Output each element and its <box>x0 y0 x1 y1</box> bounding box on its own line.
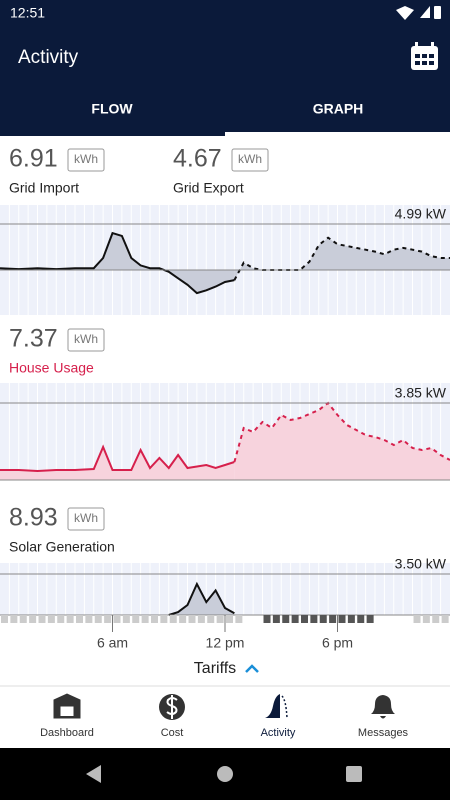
cost-glyph <box>166 695 178 719</box>
tariff-segment <box>122 615 130 623</box>
tariff-segment <box>104 615 112 623</box>
metric-value: 7.37 <box>9 325 58 353</box>
tariff-segment <box>235 615 243 623</box>
area <box>0 447 235 480</box>
chevron-up <box>245 664 259 673</box>
area <box>0 233 235 294</box>
tab-indicator <box>225 132 450 136</box>
tariff-segment <box>85 615 93 623</box>
tariff-segment <box>347 615 355 623</box>
tariff-segment <box>432 615 440 623</box>
calendar-button[interactable] <box>411 42 438 70</box>
unit-box <box>67 148 105 172</box>
nav-label[interactable]: Dashboard <box>40 727 94 739</box>
tariff-segment <box>226 615 233 623</box>
x-tick-label: 6 am <box>97 635 128 651</box>
tariff-segment <box>216 615 224 623</box>
metric-unit: kWh <box>238 152 262 166</box>
tariff-segment <box>179 615 187 623</box>
tariff-segment <box>197 615 205 623</box>
recents-button[interactable] <box>346 766 362 782</box>
metric-unit: kWh <box>74 511 98 525</box>
tariff-segment <box>207 615 215 623</box>
tariff-segment <box>57 615 65 623</box>
tariff-segment <box>38 615 46 623</box>
tariff-segment <box>319 615 327 623</box>
tariff-segment <box>94 615 102 623</box>
tariff-segment <box>160 615 168 623</box>
unit-box <box>67 328 105 352</box>
line <box>0 231 235 295</box>
chart: 3.50 kW <box>0 556 450 616</box>
tariff-segment <box>413 615 421 623</box>
metric-unit: kWh <box>74 332 98 346</box>
tariff-segment <box>29 615 37 623</box>
app-title: Activity <box>18 47 79 68</box>
y-tick-label: 4.99 kW <box>395 206 447 222</box>
metric-label: House Usage <box>9 360 94 376</box>
tariff-segment <box>169 615 177 623</box>
metric-value: 4.67 <box>173 145 222 173</box>
header-bg <box>0 0 450 136</box>
tariff-segment <box>357 615 365 623</box>
activity-icon <box>265 694 280 718</box>
tariff-segment <box>329 615 337 623</box>
tariff-segment <box>141 615 149 623</box>
tariff-segment <box>10 615 18 623</box>
tariff-segment <box>76 615 83 623</box>
x-tick-label: 12 pm <box>206 635 245 651</box>
metric-label: Grid Import <box>9 180 79 196</box>
y-tick-label: 3.50 kW <box>395 556 447 572</box>
tariff-segment <box>301 615 308 623</box>
tab[interactable]: FLOW <box>91 101 133 117</box>
clock: 12:51 <box>10 5 45 21</box>
tariff-segment <box>291 615 299 623</box>
tariff-segment <box>19 615 27 623</box>
tariff-segment <box>66 615 74 623</box>
tariffs-toggle[interactable]: Tariffs <box>194 660 236 677</box>
tariff-segment <box>272 615 280 623</box>
tariff-segment <box>282 615 290 623</box>
line <box>0 444 235 473</box>
metric-value: 6.91 <box>9 145 58 173</box>
metric-label: Grid Export <box>173 180 244 196</box>
chart: 4.99 kW <box>0 205 450 315</box>
unit-box <box>67 507 105 531</box>
chart: 3.85 kW <box>0 383 450 481</box>
messages-icon <box>371 695 395 719</box>
tariff-segment <box>263 615 271 623</box>
back-button[interactable] <box>86 765 101 783</box>
tariff-segment <box>441 615 449 623</box>
nav-label[interactable]: Cost <box>161 727 184 739</box>
line <box>168 581 235 616</box>
tariff-segment <box>47 615 55 623</box>
nav-label[interactable]: Messages <box>358 727 409 739</box>
x-tick-label: 6 pm <box>322 635 353 651</box>
tariff-segment <box>188 615 196 623</box>
area <box>234 403 450 480</box>
tariff-segment <box>422 615 430 623</box>
tariff-segment <box>132 615 140 623</box>
dashboard-icon <box>53 693 81 719</box>
activity-dash <box>281 695 288 719</box>
y-tick-label: 3.85 kW <box>395 385 447 401</box>
tariff-segment <box>338 615 346 623</box>
line <box>233 401 450 463</box>
nav-label[interactable]: Activity <box>261 727 296 739</box>
metric-label: Solar Generation <box>9 539 115 555</box>
tab[interactable]: GRAPH <box>313 101 364 117</box>
metric-unit: kWh <box>74 152 98 166</box>
unit-box <box>231 148 269 172</box>
status-icons <box>396 6 441 20</box>
tariff-segment <box>113 615 121 623</box>
tariff-segment <box>366 615 374 623</box>
tariff-segment <box>151 615 158 623</box>
tariff-segment <box>1 615 8 623</box>
home-button[interactable] <box>217 766 233 782</box>
area <box>234 237 450 281</box>
tariff-segment <box>310 615 318 623</box>
metric-value: 8.93 <box>9 504 58 532</box>
